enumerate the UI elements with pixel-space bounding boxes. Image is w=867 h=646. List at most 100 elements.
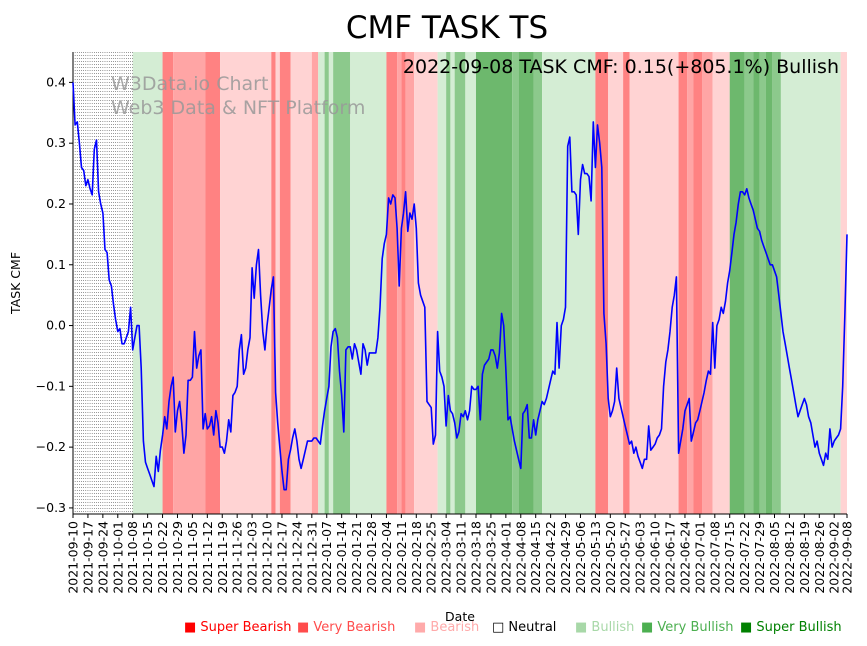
regime-band-12 — [328, 52, 334, 514]
regime-band-35 — [687, 52, 694, 514]
regime-band-7 — [279, 52, 291, 514]
y-tick-label: −0.2 — [36, 439, 66, 454]
x-tick-label: 2022-09-02 — [827, 521, 842, 594]
x-tick-label: 2022-08-19 — [797, 521, 812, 594]
regime-band-11 — [324, 52, 329, 514]
y-tick-label: 0.3 — [46, 135, 66, 150]
x-tick-label: 2021-10-08 — [125, 521, 140, 594]
regime-band-2 — [173, 52, 206, 514]
x-tick-label: 2022-08-05 — [767, 521, 782, 594]
regime-band-38 — [712, 52, 730, 514]
x-tick-label: 2022-01-28 — [364, 521, 379, 594]
regime-band-3 — [205, 52, 221, 514]
regime-band-23 — [454, 52, 466, 514]
x-tick-label: 2022-08-26 — [812, 521, 827, 594]
x-tick-label: 2022-05-20 — [603, 521, 618, 594]
x-tick-label: 2022-07-08 — [707, 521, 722, 594]
x-tick-label: 2022-03-11 — [454, 521, 469, 594]
regime-band-17 — [401, 52, 406, 514]
x-tick-label: 2022-04-01 — [498, 521, 513, 594]
regime-band-43 — [765, 52, 773, 514]
watermark-line-1: W3Data.io Chart — [111, 73, 268, 95]
regime-band-6 — [275, 52, 280, 514]
regime-band-13 — [333, 52, 351, 514]
x-tick-label: 2021-12-03 — [245, 521, 260, 594]
x-tick-label: 2021-11-19 — [215, 521, 230, 594]
regime-band-26 — [512, 52, 519, 514]
x-tick-label: 2022-03-25 — [483, 521, 498, 594]
x-tick-label: 2022-04-29 — [558, 521, 573, 594]
x-tick-label: 2022-04-15 — [528, 521, 543, 594]
watermark-line-2: Web3 Data & NFT Platform — [111, 97, 365, 119]
legend-item: □ Neutral — [492, 620, 557, 635]
x-tick-label: 2022-02-18 — [409, 521, 424, 594]
y-tick-label: −0.3 — [36, 500, 66, 515]
x-tick-label: 2022-05-27 — [618, 521, 633, 594]
x-tick-label: 2022-02-04 — [379, 521, 394, 594]
x-tick-label: 2021-09-17 — [80, 521, 95, 594]
y-tick-label: 0.4 — [46, 74, 66, 89]
regime-band-41 — [753, 52, 760, 514]
legend-item: ■ Super Bearish — [184, 620, 292, 635]
x-tick-label: 2022-09-08 — [840, 521, 855, 594]
regime-band-42 — [759, 52, 766, 514]
regime-bands — [132, 52, 847, 514]
x-tick-label: 2022-06-10 — [648, 521, 663, 594]
x-tick-label: 2022-02-25 — [424, 521, 439, 594]
regime-band-4 — [220, 52, 272, 514]
regime-band-28 — [533, 52, 543, 514]
x-tick-label: 2021-11-26 — [230, 521, 245, 594]
regime-band-36 — [693, 52, 703, 514]
y-axis-label: TASK CMF — [8, 252, 23, 315]
regime-band-25 — [475, 52, 513, 514]
x-tick-label: 2021-10-01 — [110, 521, 125, 594]
legend-item: ■ Bearish — [414, 620, 480, 635]
x-tick-label: 2021-09-24 — [95, 521, 110, 594]
x-tick-label: 2022-01-07 — [319, 521, 334, 594]
regime-band-34 — [678, 52, 688, 514]
x-tick-label: 2022-04-08 — [513, 521, 528, 594]
x-tick-label: 2021-11-12 — [200, 521, 215, 594]
legend-item: ■ Bullish — [575, 620, 635, 635]
x-ticks: 2021-09-10 2021-09-17 2021-09-24 2021-10-01… — [66, 514, 855, 594]
x-tick-label: 2021-09-10 — [66, 521, 81, 594]
x-tick-label: 2022-05-06 — [573, 521, 588, 594]
x-tick-label: 2022-05-13 — [588, 521, 603, 594]
legend-item: ■ Super Bullish — [740, 620, 842, 635]
x-tick-label: 2021-12-10 — [260, 521, 275, 594]
x-tick-label: 2022-07-01 — [692, 521, 707, 594]
regime-band-9 — [311, 52, 319, 514]
y-tick-label: 0.1 — [46, 257, 66, 272]
x-tick-label: 2022-08-12 — [782, 521, 797, 594]
x-tick-label: 2021-12-17 — [274, 521, 289, 594]
y-tick-label: 0.0 — [46, 318, 66, 333]
regime-band-18 — [405, 52, 415, 514]
regime-band-0 — [132, 52, 163, 514]
regime-band-30 — [595, 52, 609, 514]
x-tick-label: 2022-03-18 — [468, 521, 483, 594]
regime-band-32 — [623, 52, 630, 514]
x-tick-label: 2022-04-22 — [543, 521, 558, 594]
cmf-series-line — [72, 82, 848, 491]
x-tick-label: 2022-01-14 — [334, 521, 349, 594]
regime-band-39 — [729, 52, 745, 514]
axes — [72, 52, 847, 515]
x-tick-label: 2021-11-05 — [185, 521, 200, 594]
x-axis-label: Date — [445, 609, 475, 624]
regime-band-19 — [414, 52, 438, 514]
x-tick-label: 2022-06-24 — [677, 521, 692, 594]
x-tick-label: 2022-07-15 — [722, 521, 737, 594]
vertical-gridlines — [72, 52, 134, 514]
x-tick-label: 2022-06-17 — [663, 521, 678, 594]
legend-item: ■ Very Bullish — [641, 620, 734, 635]
x-tick-label: 2021-12-31 — [304, 521, 319, 594]
legend-item: ■ Very Bearish — [297, 620, 396, 635]
regime-band-10 — [318, 52, 325, 514]
regime-band-24 — [465, 52, 476, 514]
regime-band-33 — [629, 52, 679, 514]
x-tick-label: 2021-10-29 — [170, 521, 185, 594]
regime-band-40 — [744, 52, 754, 514]
regime-band-27 — [518, 52, 534, 514]
regime-band-20 — [437, 52, 447, 514]
